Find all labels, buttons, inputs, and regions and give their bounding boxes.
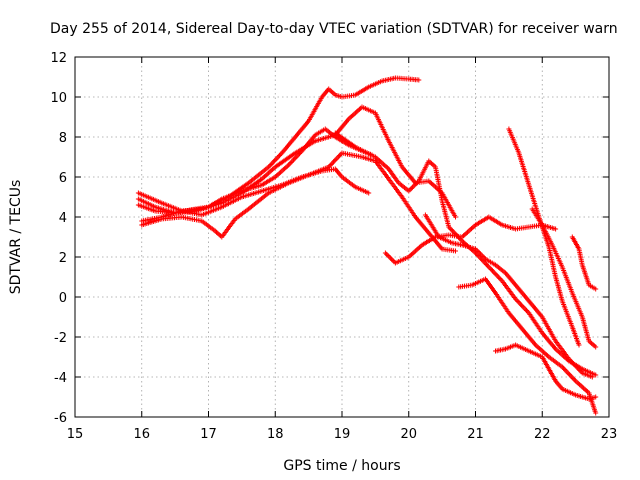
data-point: [453, 248, 458, 254]
grid-lines: [75, 57, 609, 417]
y-tick-label: 6: [59, 171, 67, 186]
data-point: [593, 410, 599, 416]
series-track-2: [135, 75, 422, 216]
x-tick-label: 18: [267, 427, 284, 442]
series-track-4: [139, 104, 458, 224]
y-tick-label: -6: [54, 411, 67, 426]
series-track-13: [569, 234, 599, 292]
x-tick-label: 20: [400, 427, 417, 442]
y-tick-label: 2: [59, 251, 67, 266]
y-tick-label: -4: [54, 371, 67, 386]
y-tick-label: -2: [54, 331, 67, 346]
data-point: [593, 344, 599, 350]
data-point: [576, 342, 582, 348]
series-track-12: [529, 206, 599, 350]
x-axis-label: GPS time / hours: [283, 458, 400, 474]
data-point: [593, 372, 599, 378]
data-series: [135, 75, 599, 416]
x-tick-label: 16: [133, 427, 150, 442]
series-track-5: [139, 150, 458, 254]
data-point: [416, 77, 422, 83]
data-point: [593, 286, 599, 292]
y-axis-label: SDTVAR / TECUs: [8, 180, 24, 295]
y-tick-label: 0: [59, 291, 67, 306]
data-point: [589, 374, 595, 380]
y-tick-label: 10: [50, 91, 67, 106]
x-tick-label: 17: [200, 427, 217, 442]
y-tick-label: 4: [59, 211, 67, 226]
x-tick-label: 15: [67, 427, 84, 442]
data-point: [553, 226, 559, 232]
x-tick-label: 21: [467, 427, 484, 442]
series-track-3: [135, 166, 372, 218]
tick-labels: 15 16 17 18 19 20 21 22 23 -6 -4 -2 0 2 4 6 8 10 12: [50, 51, 617, 442]
x-tick-label: 23: [601, 427, 618, 442]
data-point: [593, 394, 599, 400]
data-point: [366, 190, 372, 196]
x-tick-label: 19: [334, 427, 351, 442]
series-track-7: [382, 214, 559, 266]
series-track-8: [422, 212, 595, 380]
chart-title: Day 255 of 2014, Sidereal Day-to-day VTE…: [50, 21, 618, 37]
series-track-9: [456, 276, 599, 416]
series-track-6: [332, 130, 599, 378]
plot-frame: [74, 56, 610, 418]
y-tick-label: 12: [50, 51, 67, 66]
y-tick-label: 8: [59, 131, 67, 146]
series-track-10: [493, 342, 599, 402]
x-tick-label: 22: [534, 427, 551, 442]
data-point: [453, 214, 458, 220]
